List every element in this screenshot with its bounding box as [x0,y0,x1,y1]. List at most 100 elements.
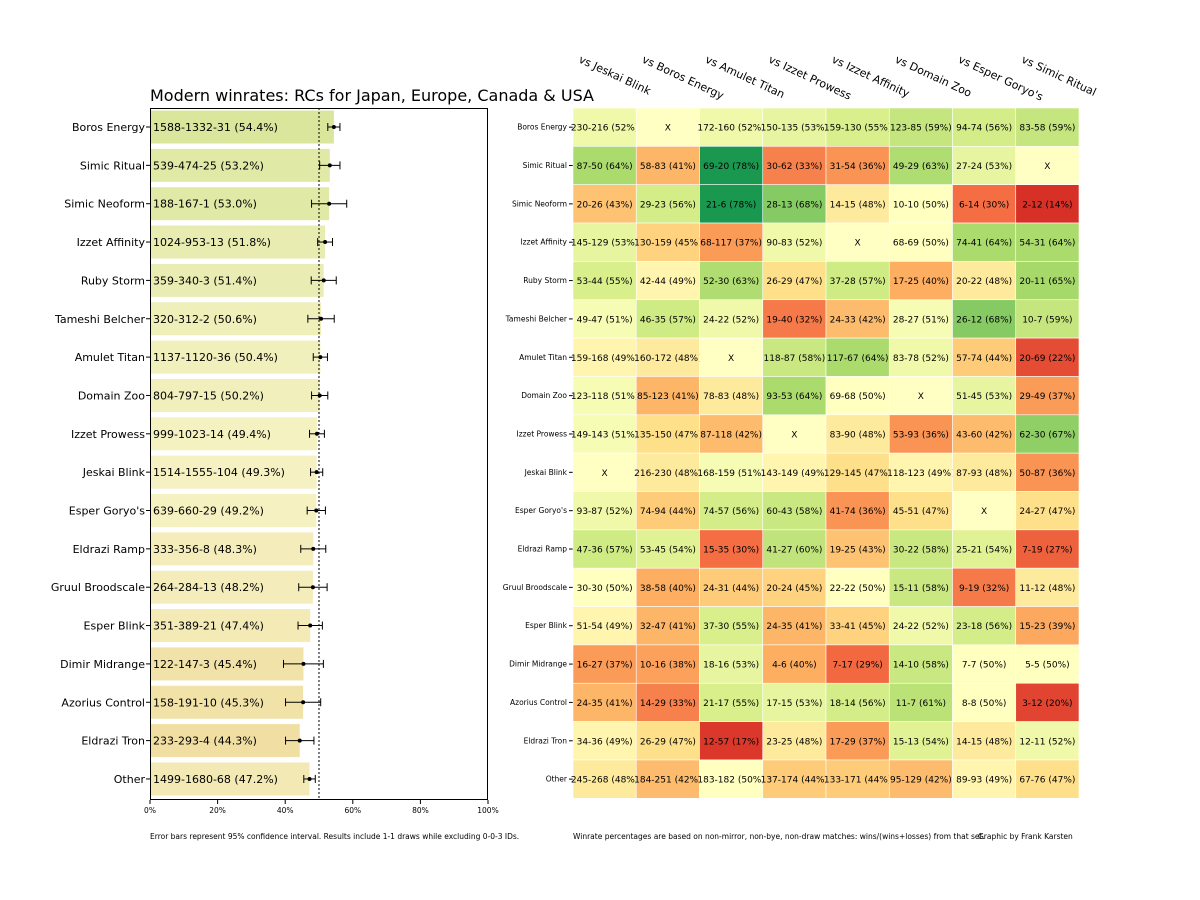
heatmap-cell [635,376,700,416]
bar-value-label: 539-474-25 (53.2%) [153,159,264,172]
heatmap-cell-label: 15-23 (39%) [1019,622,1075,632]
heatmap-cell-label: 118-87 (58%) [763,354,825,364]
heatmap-cell [825,184,890,224]
heatmap-cell-label: 30-30 (50%) [577,584,633,594]
heatmap-cell [952,299,1017,339]
heatmap-cell-label: 17-25 (40%) [893,277,949,287]
heatmap-cell [699,299,764,339]
heatmap-cell-label: 159-130 (55%) [824,124,892,134]
heatmap-cell [888,567,953,607]
heatmap-cell [825,376,890,416]
heatmap-cell [1015,452,1080,492]
heatmap-cell-label: 11-7 (61%) [896,699,946,709]
heatmap-cell [762,146,827,186]
heatmap-row-label: Tameshi Belcher [505,314,568,323]
bar [151,110,334,144]
heatmap-cell-label: 230-216 (52%) [571,124,639,134]
mean-point [317,393,322,398]
heatmap-cell-label: 74-57 (56%) [703,507,759,517]
mean-point [321,278,326,283]
heatmap-cell-label: 24-35 (41%) [766,622,822,632]
heatmap-cell [699,107,764,147]
heatmap-cell [825,107,890,147]
heatmap-cell [635,184,700,224]
category-label: Boros Energy [72,121,146,134]
category-label: Simic Ritual [80,159,145,172]
heatmap-cell-label: 31-54 (36%) [830,162,886,172]
heatmap-cell [572,414,637,454]
heatmap-cell [762,644,827,684]
heatmap-cell [888,721,953,761]
heatmap-cell [952,759,1017,799]
mean-point [323,240,328,245]
heatmap-cell-label: 51-45 (53%) [956,392,1012,402]
heatmap-cell-label: 29-23 (56%) [640,200,696,210]
heatmap-cell-label: 41-27 (60%) [766,546,822,556]
bar [151,225,326,259]
heatmap-cell-label: 24-22 (52%) [893,622,949,632]
heatmap-cell-label: 23-25 (48%) [766,737,822,747]
heatmap-cell [888,606,953,646]
heatmap-cell [1015,299,1080,339]
heatmap-cell [762,299,827,339]
heatmap-cell-label: 53-44 (55%) [577,277,633,287]
heatmap-cell [952,452,1017,492]
heatmap-cell [888,759,953,799]
heatmap-cell-label: 24-33 (42%) [830,315,886,325]
heatmap-cell [1015,184,1080,224]
heatmap-cell [952,606,1017,646]
category-label: Tameshi Belcher [54,313,146,326]
bar-value-label: 1024-953-13 (51.8%) [153,236,271,249]
heatmap-cell [635,414,700,454]
heatmap-cell-label: 29-49 (37%) [1019,392,1075,402]
heatmap-cell [699,184,764,224]
category-label: Eldrazi Tron [81,735,145,748]
heatmap-cell-label: 20-22 (48%) [956,277,1012,287]
heatmap-cell-label: 60-43 (58%) [766,507,822,517]
heatmap-cell [635,299,700,339]
heatmap-cell-label: 25-21 (54%) [956,546,1012,556]
heatmap-cell [825,682,890,722]
heatmap-cell-label: 18-16 (53%) [703,661,759,671]
heatmap-cell-label: 30-22 (58%) [893,546,949,556]
heatmap-cell-label: 43-60 (42%) [956,430,1012,440]
heatmap-cell [699,606,764,646]
heatmap-cell-label: 24-31 (44%) [703,584,759,594]
bar-value-label: 639-660-29 (49.2%) [153,505,264,518]
heatmap-row-label: Izzet Affinity [520,238,567,247]
heatmap-row-label: Dimir Midrange [509,660,567,669]
category-label: Izzet Prowess [71,428,145,441]
heatmap-cell [762,606,827,646]
heatmap-cell-label: 53-45 (54%) [640,546,696,556]
bar [151,609,311,643]
heatmap-cell-label: 20-11 (65%) [1019,277,1075,287]
heatmap-cell [825,452,890,492]
heatmap-cell-label: 30-62 (33%) [766,162,822,172]
heatmap-cell [699,491,764,531]
heatmap-cell-label: 50-87 (36%) [1019,469,1075,479]
x-tick-label: 0% [144,806,156,815]
heatmap-cell-label: 159-168 (49%) [571,354,639,364]
heatmap-cell [762,184,827,224]
mean-point [314,470,319,475]
heatmap-cell-label: 18-14 (56%) [830,699,886,709]
heatmap-cell [572,299,637,339]
heatmap-cell [699,567,764,607]
heatmap-cell [952,184,1017,224]
heatmap-cell-label: 149-143 (51%) [571,430,639,440]
heatmap-cell [1015,261,1080,301]
heatmap-cell-label: 26-29 (47%) [640,737,696,747]
heatmap-cell-label: 145-129 (53%) [571,239,639,249]
bar [151,724,300,758]
heatmap-cell [572,261,637,301]
category-label: Domain Zoo [78,389,145,402]
heatmap-cell-label: 21-6 (78%) [706,200,756,210]
bar-value-label: 804-797-15 (50.2%) [153,389,264,402]
heatmap-cell [825,529,890,569]
heatmap-cell-label: 53-93 (36%) [893,430,949,440]
heatmap-cell-label: 23-18 (56%) [956,622,1012,632]
heatmap-cell [1015,606,1080,646]
heatmap-cell [888,452,953,492]
heatmap-cell-label: 87-50 (64%) [577,162,633,172]
heatmap-cell-label: 74-94 (44%) [640,507,696,517]
